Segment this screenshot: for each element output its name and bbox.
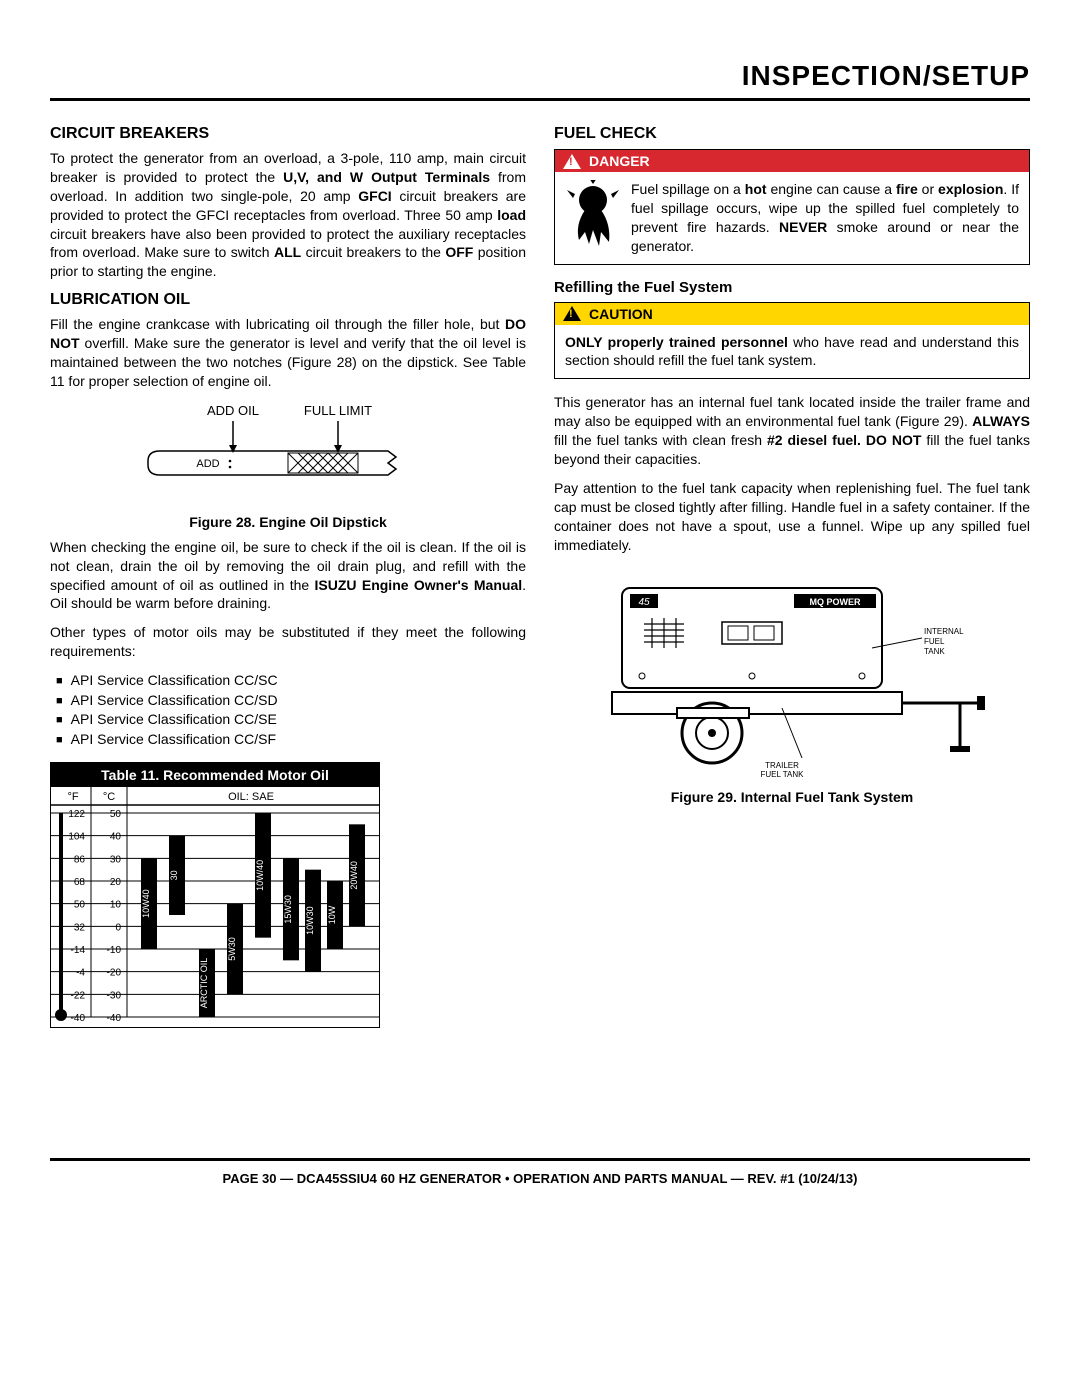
danger-label: DANGER [589, 153, 650, 169]
svg-text:-4: -4 [76, 967, 85, 978]
svg-text:TRAILER: TRAILER [765, 761, 799, 770]
svg-text:30: 30 [110, 854, 122, 865]
svg-text:122: 122 [68, 809, 85, 820]
caption-fig29: Figure 29. Internal Fuel Tank System [554, 789, 1030, 805]
right-column: FUEL CHECK ! DANGER Fuel spillage on a h… [554, 119, 1030, 1028]
warning-triangle-icon: ! [563, 154, 581, 169]
svg-text:MQ POWER: MQ POWER [810, 597, 861, 607]
svg-text:10W: 10W [327, 905, 337, 924]
svg-text:68: 68 [74, 877, 86, 888]
heading-circuit-breakers: CIRCUIT BREAKERS [50, 125, 526, 143]
page-footer: PAGE 30 — DCA45SSIU4 60 HZ GENERATOR • O… [50, 1158, 1030, 1186]
figure-28-dipstick: ADD OIL FULL LIMIT ADD [50, 401, 526, 504]
api-list: API Service Classification CC/SC API Ser… [56, 671, 526, 749]
caution-label: CAUTION [589, 306, 653, 322]
svg-text:-30: -30 [107, 990, 122, 1001]
table-11-title: Table 11. Recommended Motor Oil [51, 763, 379, 787]
caption-fig28: Figure 28. Engine Oil Dipstick [50, 514, 526, 530]
caution-box: ! CAUTION ONLY properly trained personne… [554, 302, 1030, 380]
danger-text: Fuel spillage on a hot engine can cause … [631, 180, 1019, 256]
paragraph-fuel1: This generator has an internal fuel tank… [554, 393, 1030, 469]
dipstick-add-oil: ADD OIL [207, 403, 259, 418]
svg-text:°F: °F [67, 791, 78, 803]
figure-29-trailer: 45 MQ POWER [554, 568, 1030, 781]
list-item: API Service Classification CC/SF [56, 730, 526, 750]
svg-text:-14: -14 [71, 945, 86, 956]
svg-text:10: 10 [110, 899, 122, 910]
svg-text:10W40: 10W40 [141, 889, 151, 918]
list-item: API Service Classification CC/SE [56, 710, 526, 730]
svg-text:86: 86 [74, 854, 86, 865]
danger-header: ! DANGER [555, 150, 1029, 172]
svg-text:ARCTIC OIL: ARCTIC OIL [199, 957, 209, 1008]
svg-text:°C: °C [103, 791, 115, 803]
svg-text:50: 50 [110, 809, 122, 820]
list-item: API Service Classification CC/SC [56, 671, 526, 691]
caution-header: ! CAUTION [555, 303, 1029, 325]
svg-text:OIL: SAE: OIL: SAE [228, 791, 274, 803]
svg-text:-40: -40 [71, 1013, 86, 1024]
heading-lubrication: LUBRICATION OIL [50, 291, 526, 309]
svg-text:30: 30 [169, 870, 179, 880]
paragraph-fuel2: Pay attention to the fuel tank capacity … [554, 479, 1030, 555]
table-11-oil: Table 11. Recommended Motor Oil °F °C OIL:… [50, 762, 380, 1028]
heading-fuel-check: FUEL CHECK [554, 125, 1030, 143]
danger-box: ! DANGER Fuel spillage on a hot engine c… [554, 149, 1030, 265]
page-title: INSPECTION/SETUP [50, 60, 1030, 101]
svg-text:20: 20 [110, 877, 122, 888]
svg-text:FUEL: FUEL [924, 637, 945, 646]
paragraph-lube2: When checking the engine oil, be sure to… [50, 538, 526, 614]
svg-text:50: 50 [74, 899, 86, 910]
svg-text:104: 104 [68, 831, 85, 842]
paragraph-lube3: Other types of motor oils may be substit… [50, 623, 526, 661]
svg-text:40: 40 [110, 831, 122, 842]
svg-text:10W/40: 10W/40 [255, 859, 265, 890]
svg-text:10W30: 10W30 [305, 906, 315, 935]
fire-explosion-icon [565, 180, 621, 246]
svg-text:0: 0 [115, 922, 121, 933]
svg-text:TANK: TANK [924, 647, 945, 656]
svg-text:15W30: 15W30 [283, 895, 293, 924]
svg-text:-22: -22 [71, 990, 86, 1001]
paragraph-lube1: Fill the engine crankcase with lubricati… [50, 315, 526, 391]
svg-text:45: 45 [638, 597, 650, 608]
heading-refill: Refilling the Fuel System [554, 279, 1030, 296]
svg-text:FUEL TANK: FUEL TANK [761, 770, 805, 778]
svg-text:20W40: 20W40 [349, 861, 359, 890]
dipstick-full-limit: FULL LIMIT [304, 403, 372, 418]
two-column-layout: CIRCUIT BREAKERS To protect the generato… [50, 119, 1030, 1028]
svg-text:-10: -10 [107, 945, 122, 956]
svg-text:-20: -20 [107, 967, 122, 978]
svg-text:32: 32 [74, 922, 86, 933]
label-internal-tank: INTERNAL [924, 627, 964, 636]
dipstick-add-small: ADD [196, 458, 219, 470]
list-item: API Service Classification CC/SD [56, 691, 526, 711]
paragraph-circuit: To protect the generator from an overloa… [50, 149, 526, 281]
svg-text:-40: -40 [107, 1013, 122, 1024]
svg-text:5W30: 5W30 [227, 937, 237, 961]
left-column: CIRCUIT BREAKERS To protect the generato… [50, 119, 526, 1028]
warning-triangle-icon: ! [563, 306, 581, 321]
caution-text: ONLY properly trained personnel who have… [565, 333, 1019, 371]
